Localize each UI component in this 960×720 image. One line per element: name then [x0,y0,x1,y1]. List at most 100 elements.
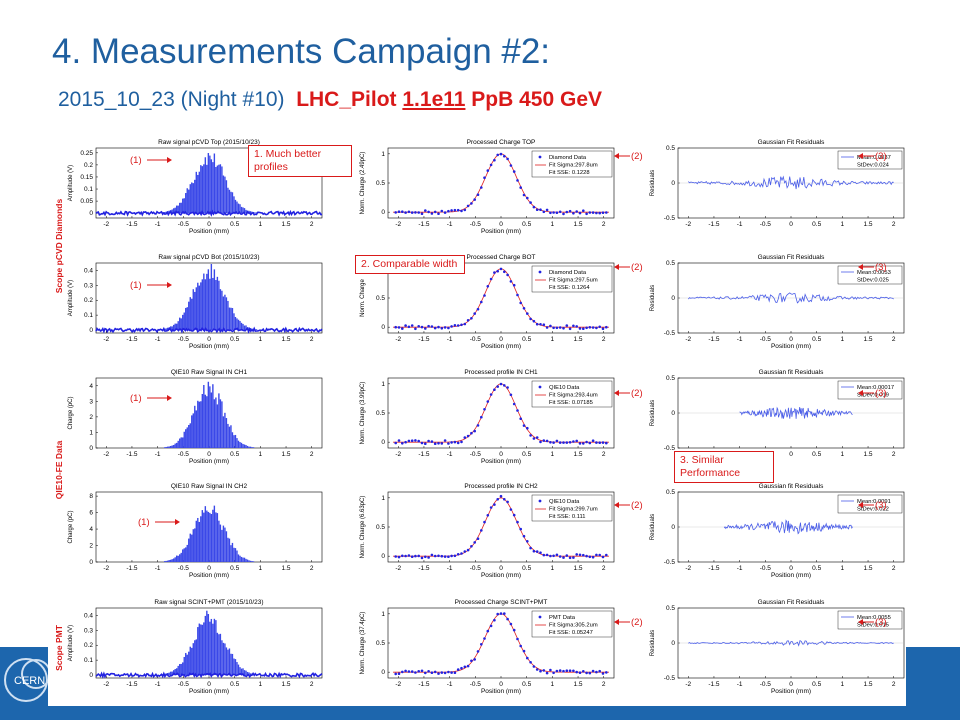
legend-entry: StDev:0.015 [857,623,889,629]
hist-bar [177,321,179,331]
hist-bar [228,538,231,562]
hist-bar [169,326,172,331]
x-tick-label: -1.5 [418,565,430,572]
legend-entry: QIE10 Data [549,385,580,391]
hist-bar [227,537,229,562]
hist-bar [194,179,196,214]
data-point [575,439,578,443]
y-tick-label: 1 [381,381,385,388]
data-point [470,545,473,548]
data-point [489,277,493,281]
data-point [552,441,555,444]
hist-bar [189,533,191,562]
data-point [394,555,398,558]
y-tick-label: 0 [381,324,385,331]
x-tick-label: 1 [551,565,555,572]
data-point [535,550,539,553]
x-tick-label: -1.5 [126,451,138,458]
hist-bar [185,307,187,331]
x-tick-label: 0.5 [522,681,531,688]
data-point [440,327,444,330]
y-tick-label: 0.5 [666,145,675,152]
data-point [450,671,453,674]
x-tick-label: 2 [602,221,606,228]
hist-bar [224,176,226,214]
data-point [535,208,539,211]
hist-bar [222,525,225,562]
hist-bar [251,561,253,562]
x-tick-label: 1.5 [864,565,873,572]
data-point [466,204,470,208]
hist-bar [180,552,182,562]
hist-bar [230,191,232,214]
data-point [470,317,473,320]
data-point [433,554,437,558]
data-point [420,669,424,673]
data-point [401,210,404,213]
legend-box [837,150,903,170]
data-point [562,556,565,559]
data-point [466,664,470,668]
data-point [578,442,582,445]
data-point [480,415,483,419]
x-tick-label: -1 [447,221,453,228]
data-point [532,549,536,553]
data-point [417,670,421,673]
x-tick-label: -1.5 [708,336,720,343]
hist-bar [225,647,228,676]
hist-bar [180,318,182,331]
data-point [401,554,404,558]
data-point [519,301,522,305]
x-tick-label: -2 [395,336,401,343]
data-point [549,441,552,444]
hist-bar [213,618,216,676]
chart-title: Gaussian Fit Residuals [758,599,826,606]
hist-bar [200,624,202,676]
marker-label: (3) [875,500,887,511]
hist-bar [236,318,238,331]
x-tick-label: 1 [551,221,555,228]
hist-bar [219,289,222,331]
marker-label: (1) [130,393,142,404]
data-point [562,669,565,673]
data-point [397,210,401,213]
hist-bar [168,210,170,214]
residual-line [688,175,894,190]
legend-box [531,610,613,638]
chart-title: QIE10 Raw Signal IN CH2 [171,483,248,490]
x-tick-label: 0 [207,451,211,458]
hist-bar [185,429,187,448]
data-point [430,553,434,557]
y-tick-label: -0.5 [664,445,676,452]
hist-bar [243,670,246,676]
data-point [499,267,503,271]
data-point [519,527,522,531]
data-point [591,669,595,673]
data-point [476,424,480,427]
data-point [575,553,578,556]
marker-processed: (2) [614,262,643,273]
x-tick-label: 0 [207,681,211,688]
data-point [397,555,401,559]
data-point [562,441,565,444]
hist-bar [171,445,173,448]
baseline-noise [95,671,323,679]
hist-bar [163,561,166,562]
data-point [532,205,536,209]
hist-bar [192,529,194,562]
data-point [460,209,463,213]
x-tick-label: -1.5 [708,681,720,688]
x-tick-label: 2 [310,451,314,458]
y-axis-label: Charge (pC) [68,510,74,543]
hist-bar [188,301,190,331]
data-point [483,637,486,640]
hist-bar [212,623,214,676]
hist-bar [249,446,252,448]
x-tick-label: 2 [602,565,606,572]
x-tick-label: 0.5 [230,565,239,572]
chart-5-2: Processed Charge SCINT+PMT -2 -1.5 -1 -0.5 0 0… [360,599,615,695]
x-tick-label: 2 [310,565,314,572]
data-point [526,540,529,543]
hist-bar [192,183,194,214]
hist-bar [218,164,220,214]
